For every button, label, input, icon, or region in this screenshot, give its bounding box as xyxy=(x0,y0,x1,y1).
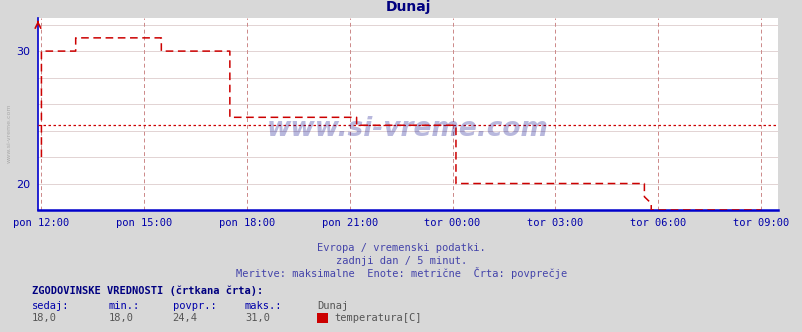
Text: www.si-vreme.com: www.si-vreme.com xyxy=(267,116,549,142)
Text: min.:: min.: xyxy=(108,301,140,311)
Text: zadnji dan / 5 minut.: zadnji dan / 5 minut. xyxy=(335,256,467,266)
Text: sedaj:: sedaj: xyxy=(32,301,70,311)
Text: Meritve: maksimalne  Enote: metrične  Črta: povprečje: Meritve: maksimalne Enote: metrične Črta… xyxy=(236,267,566,279)
Text: Dunaj: Dunaj xyxy=(317,301,348,311)
Text: povpr.:: povpr.: xyxy=(172,301,216,311)
Text: 18,0: 18,0 xyxy=(108,313,133,323)
Text: 18,0: 18,0 xyxy=(32,313,57,323)
Text: 31,0: 31,0 xyxy=(245,313,269,323)
Text: ZGODOVINSKE VREDNOSTI (črtkana črta):: ZGODOVINSKE VREDNOSTI (črtkana črta): xyxy=(32,285,263,296)
Title: Dunaj: Dunaj xyxy=(385,0,430,14)
Text: www.si-vreme.com: www.si-vreme.com xyxy=(7,103,12,163)
Text: 24,4: 24,4 xyxy=(172,313,197,323)
Text: maks.:: maks.: xyxy=(245,301,282,311)
Text: Evropa / vremenski podatki.: Evropa / vremenski podatki. xyxy=(317,243,485,253)
Text: temperatura[C]: temperatura[C] xyxy=(334,313,422,323)
